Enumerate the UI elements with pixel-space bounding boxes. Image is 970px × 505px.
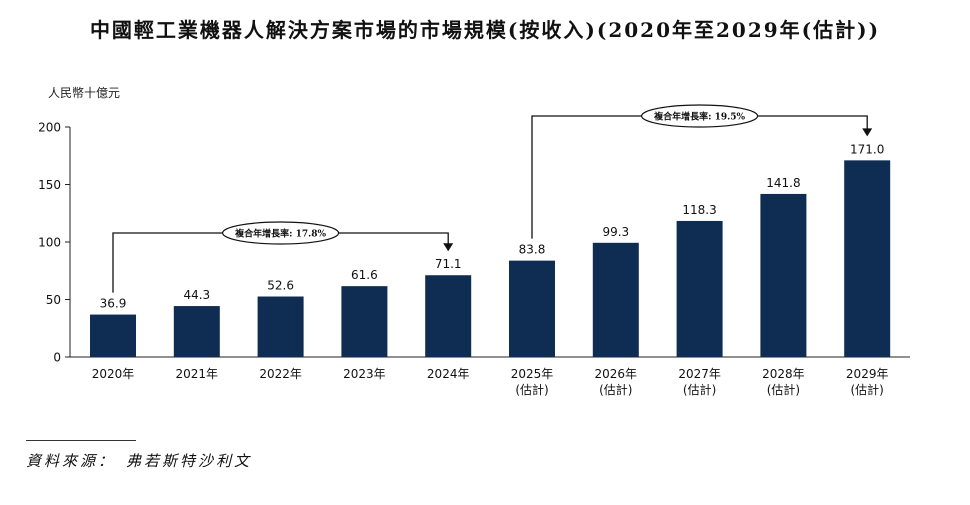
category-label: 2025年 <box>511 367 554 381</box>
y-tick-label: 200 <box>38 121 61 135</box>
cagr-bracket <box>531 115 868 239</box>
source-note: 資料來源： 弗若斯特沙利文 <box>26 450 252 471</box>
category-label: 2024年 <box>427 367 470 381</box>
source-label: 資料來源： <box>26 452 117 470</box>
bar <box>592 242 639 357</box>
bar <box>341 286 388 357</box>
cagr-ellipse <box>640 104 759 128</box>
cagr-ellipse <box>222 221 340 245</box>
category-label: (估計) <box>767 382 800 397</box>
value-label: 71.1 <box>435 257 462 271</box>
value-label: 61.6 <box>351 268 378 282</box>
bar <box>760 193 807 357</box>
y-tick-label: 50 <box>46 293 61 307</box>
category-label: (估計) <box>683 382 716 397</box>
value-label: 141.8 <box>766 176 800 190</box>
category-label: 2022年 <box>259 367 302 381</box>
bar <box>509 260 555 357</box>
bar <box>90 314 136 357</box>
y-axis-label: 人民幣十億元 <box>48 86 121 100</box>
bar <box>844 160 891 357</box>
value-label: 44.3 <box>183 288 210 302</box>
category-label: 2026年 <box>595 367 638 381</box>
value-label: 118.3 <box>682 203 716 217</box>
category-label: (估計) <box>515 382 548 397</box>
bar <box>425 275 472 357</box>
value-label: 52.6 <box>267 279 294 293</box>
category-label: 2020年 <box>92 367 135 381</box>
y-tick-label: 0 <box>53 351 61 365</box>
bar <box>173 306 220 357</box>
value-label: 171.0 <box>850 142 884 156</box>
cagr-label: 複合年增長率: 19.5% <box>653 111 745 123</box>
category-label: 2029年 <box>846 367 889 381</box>
bar <box>257 296 304 357</box>
y-tick-label: 150 <box>38 178 61 192</box>
category-label: 2028年 <box>762 367 805 381</box>
source-name: 弗若斯特沙利文 <box>126 452 253 470</box>
category-label: (估計) <box>599 382 632 397</box>
cagr-arrowhead <box>443 243 454 252</box>
source-divider <box>26 440 136 441</box>
cagr-arrowhead <box>862 128 873 137</box>
category-label: 2021年 <box>176 367 219 381</box>
value-label: 99.3 <box>602 225 629 239</box>
cagr-label: 複合年增長率: 17.8% <box>234 228 326 240</box>
category-label: (估計) <box>851 382 884 397</box>
category-label: 2027年 <box>678 367 721 381</box>
y-tick-label: 100 <box>38 236 61 250</box>
bar <box>676 220 723 357</box>
value-label: 36.9 <box>100 297 127 311</box>
value-label: 83.8 <box>519 243 546 257</box>
chart-title: 中國輕工業機器人解決方案市場的市場規模(按收入)(2020年至2029年(估計)… <box>89 18 881 42</box>
category-label: 2023年 <box>343 367 386 381</box>
